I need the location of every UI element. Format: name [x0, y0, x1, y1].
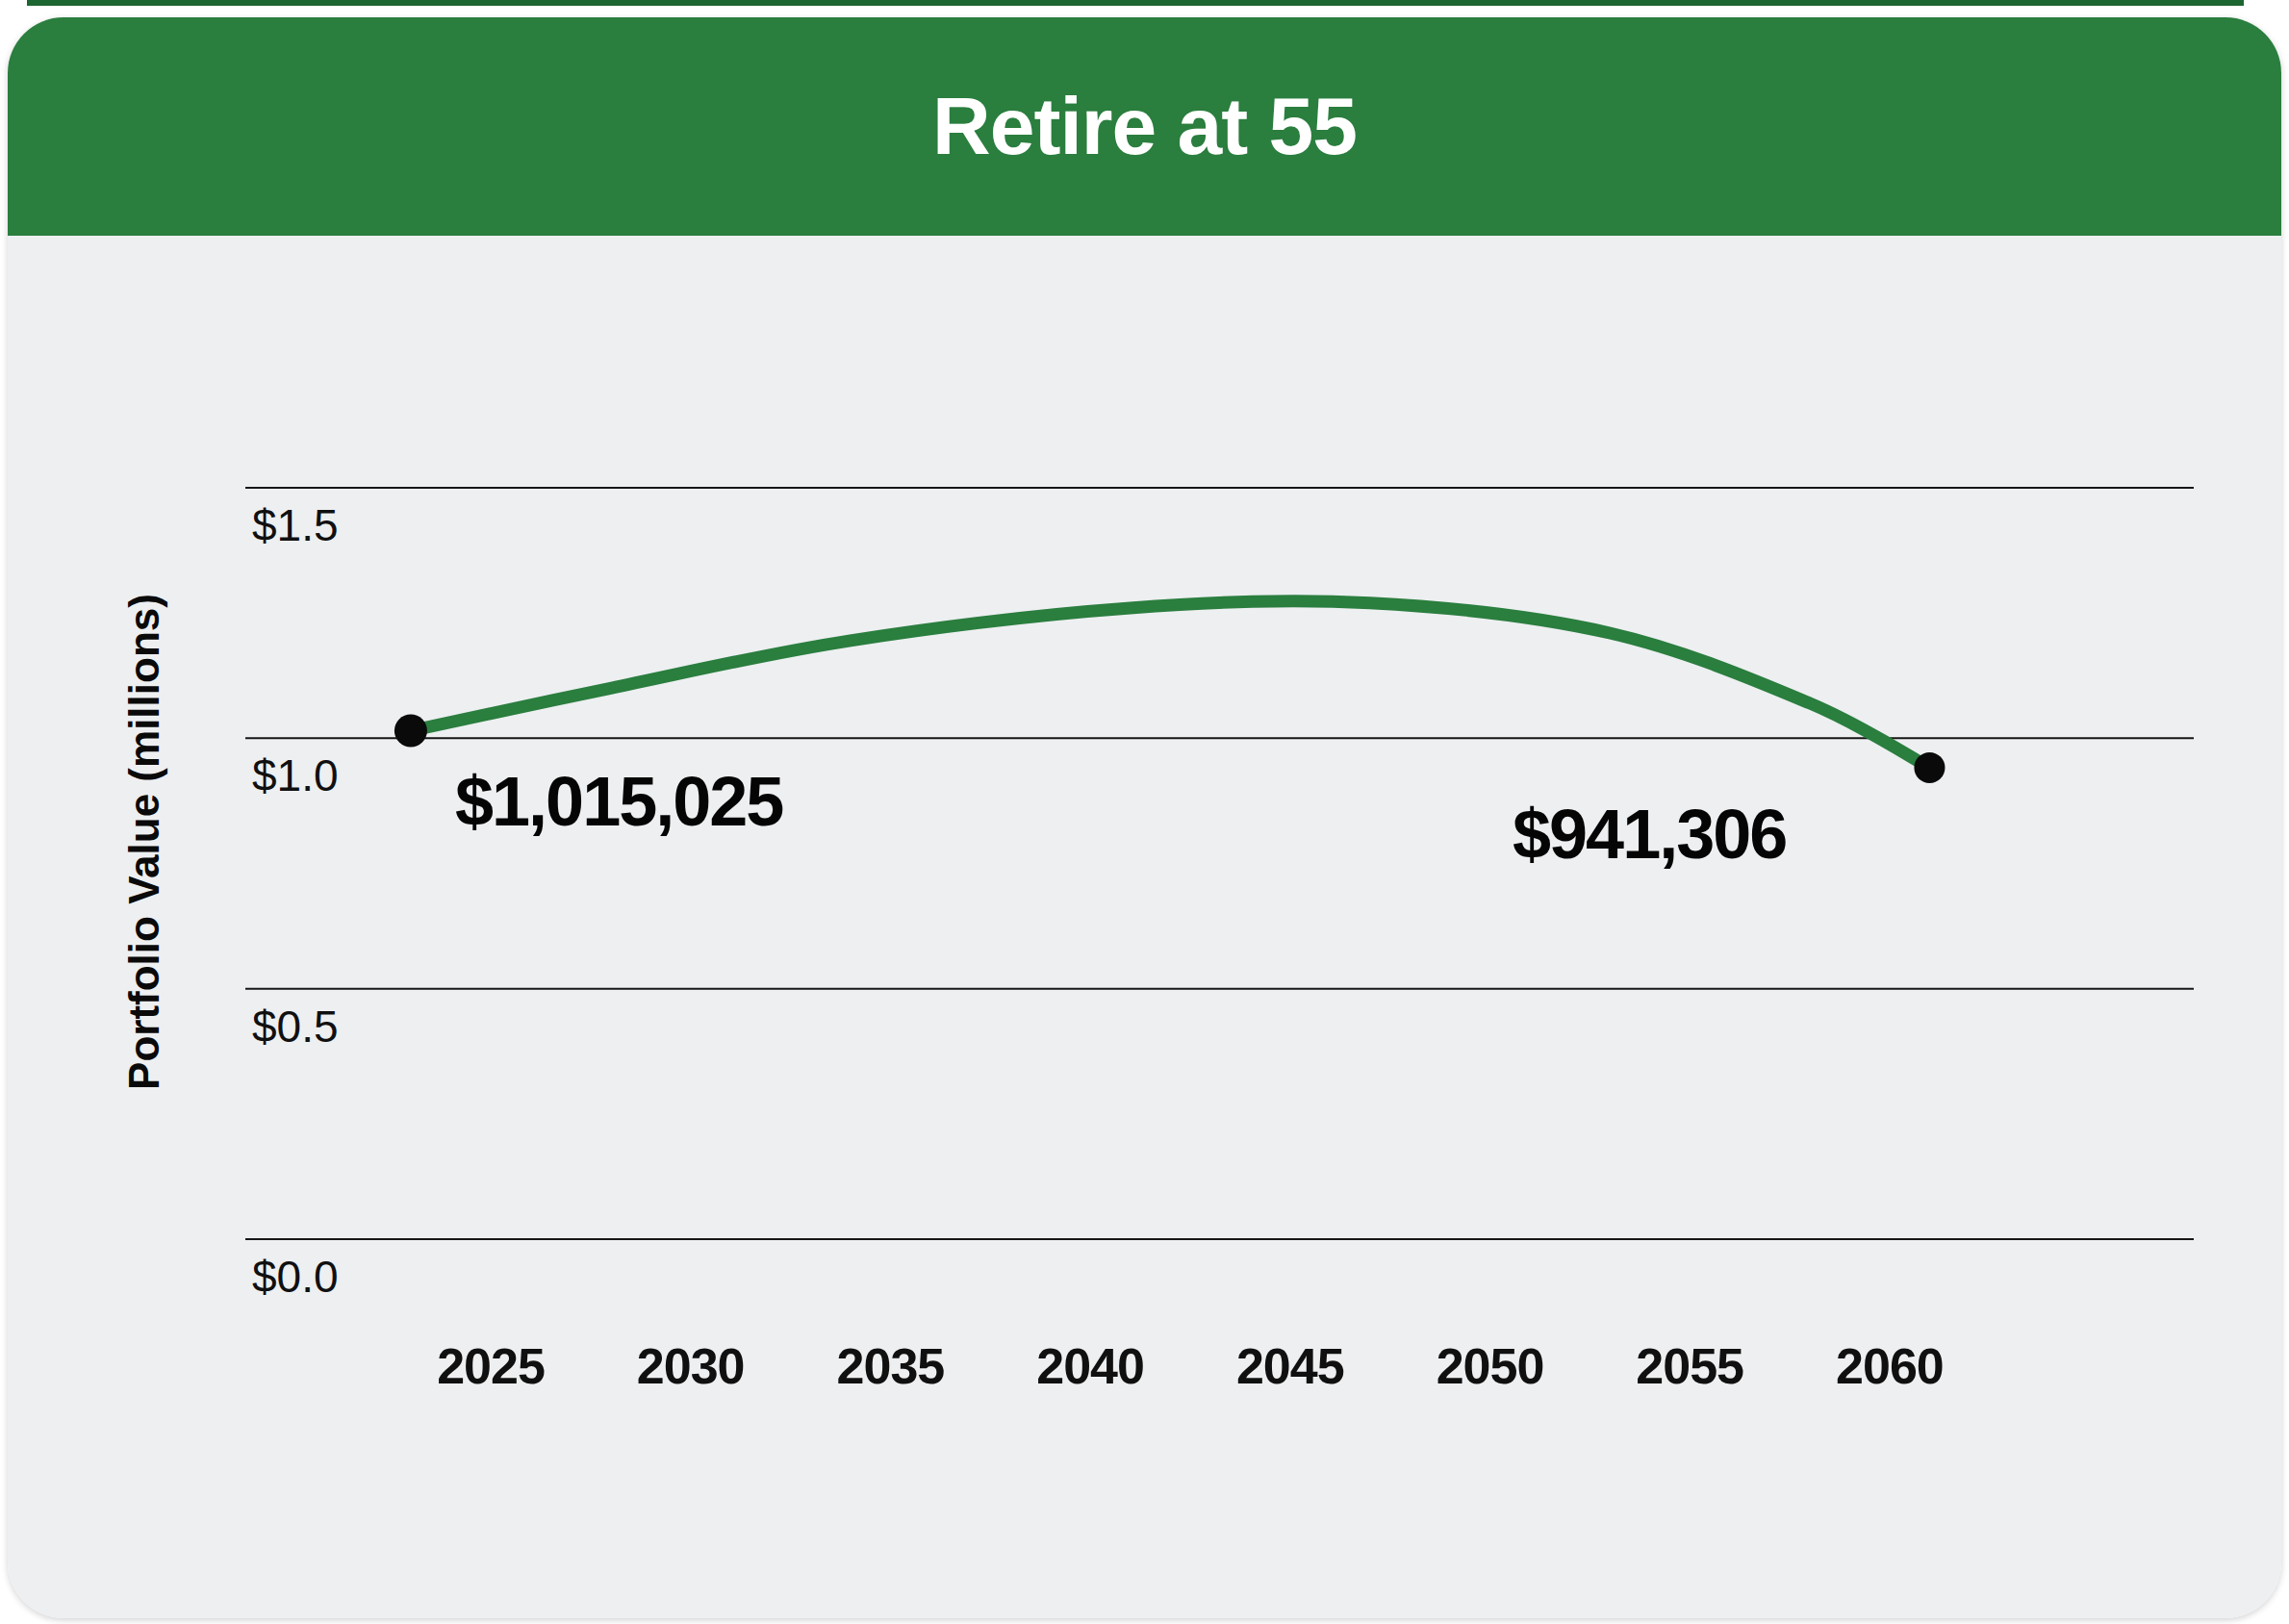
chart-area [8, 236, 2281, 1618]
adjacent-card-edge [27, 0, 2244, 6]
card-header: Retire at 55 [8, 17, 2281, 236]
retirement-chart-page: Retire at 55 Portfolio Value (millions) … [0, 0, 2289, 1624]
card-title: Retire at 55 [932, 80, 1357, 173]
retire-at-55-card: Retire at 55 [8, 17, 2281, 1618]
